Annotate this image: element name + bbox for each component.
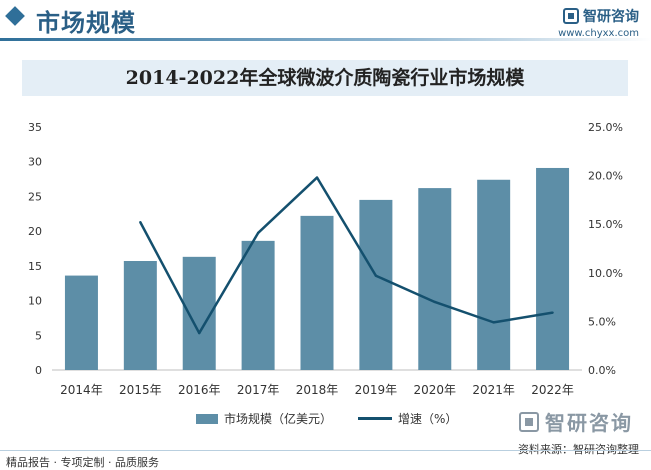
legend-bar-label: 市场规模（亿美元） bbox=[224, 412, 333, 426]
x-tick-label: 2017年 bbox=[237, 383, 280, 397]
legend-line-swatch bbox=[358, 417, 392, 420]
x-tick-label: 2022年 bbox=[531, 383, 574, 397]
legend-item-bar: 市场规模（亿美元） bbox=[196, 410, 332, 427]
y-left-tick-label: 20 bbox=[28, 225, 42, 238]
growth-point bbox=[492, 321, 495, 324]
y-right-tick-label: 10.0% bbox=[588, 267, 623, 280]
y-left-tick-label: 25 bbox=[28, 190, 42, 203]
footer-brand: 智研咨询 bbox=[519, 407, 633, 436]
y-right-tick-label: 0.0% bbox=[588, 364, 616, 377]
bar bbox=[418, 188, 452, 370]
footer-tagline: 精品报告 · 专项定制 · 品质服务 bbox=[6, 456, 159, 469]
x-tick-label: 2015年 bbox=[119, 383, 162, 397]
y-left-tick-label: 0 bbox=[35, 364, 42, 377]
brand-logo-icon bbox=[563, 8, 579, 24]
y-right-tick-label: 15.0% bbox=[588, 218, 623, 231]
y-left-tick-label: 10 bbox=[28, 295, 42, 308]
page-header: 市场规模 智研咨询 www.chyxx.com bbox=[0, 0, 651, 41]
bar bbox=[300, 215, 334, 370]
x-tick-label: 2020年 bbox=[414, 383, 457, 397]
y-left-tick-label: 5 bbox=[35, 329, 42, 342]
brand-block: 智研咨询 www.chyxx.com bbox=[558, 6, 639, 39]
growth-point bbox=[198, 331, 201, 335]
bar bbox=[123, 260, 157, 370]
bar bbox=[64, 275, 98, 370]
chart-title: 2014-2022年全球微波介质陶瓷行业市场规模 bbox=[125, 67, 525, 89]
y-right-tick-label: 25.0% bbox=[588, 121, 623, 134]
footer-brand-logo-icon bbox=[519, 411, 539, 432]
section-title: 市场规模 bbox=[36, 9, 136, 37]
y-right-tick-label: 5.0% bbox=[588, 315, 616, 328]
growth-point bbox=[256, 231, 260, 235]
chart-legend: 市场规模（亿美元） 增速（%） bbox=[0, 410, 651, 430]
x-tick-label: 2018年 bbox=[296, 383, 339, 397]
footer-divider bbox=[0, 450, 651, 451]
growth-point bbox=[551, 311, 554, 314]
bar bbox=[359, 199, 393, 370]
x-tick-label: 2014年 bbox=[60, 383, 103, 397]
legend-line-label: 增速（%） bbox=[398, 412, 458, 426]
brand-url: www.chyxx.com bbox=[558, 28, 639, 39]
growth-point bbox=[433, 300, 436, 304]
y-left-tick-label: 15 bbox=[28, 260, 42, 273]
y-left-tick-label: 30 bbox=[28, 156, 42, 169]
growth-point bbox=[139, 221, 142, 224]
y-right-tick-label: 20.0% bbox=[588, 170, 623, 183]
growth-point bbox=[374, 274, 378, 277]
growth-line bbox=[139, 176, 553, 335]
growth-point bbox=[315, 176, 319, 179]
bar bbox=[477, 179, 511, 370]
brand-name: 智研咨询 bbox=[583, 9, 639, 25]
x-tick-label: 2021年 bbox=[472, 383, 515, 397]
chart-title-band: 2014-2022年全球微波介质陶瓷行业市场规模 bbox=[22, 60, 628, 96]
x-tick-label: 2016年 bbox=[178, 383, 221, 397]
header-divider bbox=[0, 38, 651, 41]
source-note: 资料来源：智研咨询整理 bbox=[518, 443, 639, 456]
x-tick-label: 2019年 bbox=[355, 383, 398, 397]
bar bbox=[241, 240, 275, 370]
bar bbox=[536, 167, 570, 370]
y-left-tick-label: 35 bbox=[28, 121, 42, 134]
legend-item-line: 增速（%） bbox=[358, 410, 457, 427]
footer-brand-name: 智研咨询 bbox=[545, 411, 633, 435]
legend-bar-swatch bbox=[196, 413, 218, 424]
